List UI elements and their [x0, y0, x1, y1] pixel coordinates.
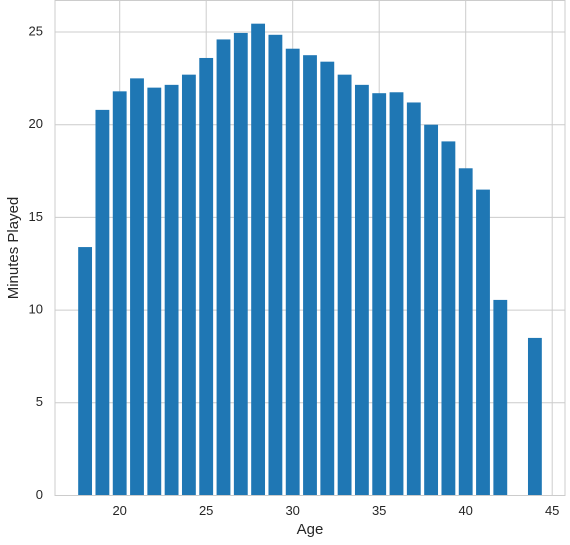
- bars: [78, 23, 542, 496]
- plot-frame: [54, 0, 566, 496]
- bar: [320, 61, 335, 496]
- x-tick-label: 45: [545, 503, 559, 518]
- bar: [78, 247, 93, 496]
- bar: [147, 87, 162, 496]
- y-tick-label: 15: [29, 209, 43, 224]
- bar: [354, 84, 369, 496]
- bar: [251, 23, 266, 496]
- bar: [303, 55, 317, 496]
- x-tick-label: 25: [199, 503, 213, 518]
- bar: [372, 93, 387, 496]
- bar: [493, 299, 508, 496]
- x-tick-label: 30: [285, 503, 299, 518]
- x-tick-label: 40: [458, 503, 472, 518]
- bar: [181, 74, 196, 496]
- bar: [233, 32, 248, 496]
- bar: [527, 337, 542, 496]
- bar: [199, 57, 214, 496]
- bar: [164, 84, 179, 496]
- y-tick-label: 0: [36, 487, 43, 502]
- bar: [424, 124, 439, 496]
- bar: [112, 91, 127, 496]
- y-tick-label: 25: [29, 23, 43, 38]
- x-tick-label: 35: [372, 503, 386, 518]
- y-axis-label: Minutes Played: [5, 197, 22, 300]
- y-tick-label: 10: [29, 302, 43, 317]
- x-axis-label: Age: [297, 521, 324, 538]
- y-tick-label: 20: [29, 116, 43, 131]
- bar: [406, 102, 421, 496]
- bar: [130, 78, 144, 496]
- x-tick-label: 20: [112, 503, 126, 518]
- bar: [389, 92, 404, 496]
- bar: [216, 39, 231, 496]
- bar: [441, 141, 456, 496]
- bar: [458, 168, 473, 496]
- bar: [337, 74, 352, 496]
- bar: [95, 109, 110, 496]
- bar: [285, 48, 300, 496]
- bar: [476, 189, 490, 496]
- bar: [268, 34, 283, 496]
- y-tick-label: 5: [36, 394, 43, 409]
